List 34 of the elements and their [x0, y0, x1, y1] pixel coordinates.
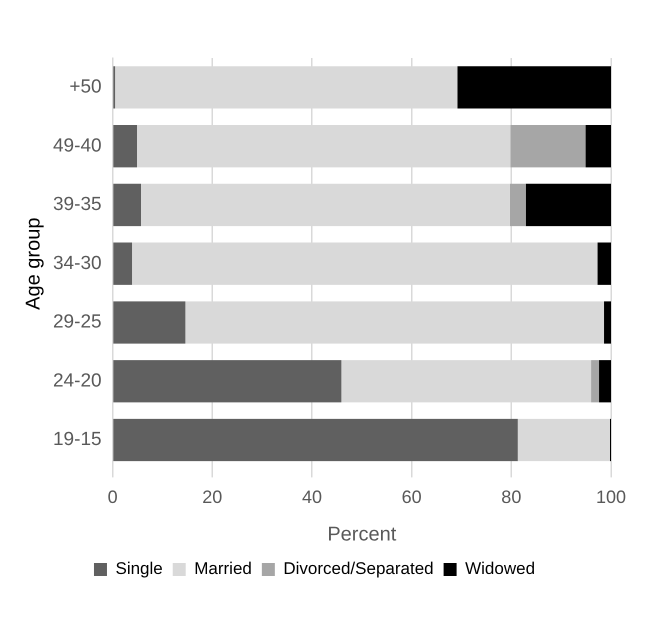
y-tick-label: 49-40: [52, 135, 102, 156]
x-tick-label: 80: [501, 487, 522, 508]
legend-label: Divorced/Separated: [283, 559, 434, 578]
x-tick-label: 40: [302, 487, 322, 508]
y-tick-label: 24-20: [52, 370, 102, 392]
legend-label: Married: [194, 559, 252, 578]
y-tick-label: 29-25: [52, 312, 102, 333]
y-tick-label: 19-15: [52, 429, 102, 450]
bar: [586, 125, 611, 168]
bar: [599, 360, 611, 402]
bar: [591, 360, 600, 402]
x-tick-label: 60: [402, 487, 422, 508]
x-tick-label: 0: [108, 487, 118, 508]
y-tick-label: 34-30: [52, 252, 102, 274]
bar: [526, 184, 611, 226]
bar: [113, 242, 132, 285]
bar: [457, 66, 611, 109]
bar: [598, 242, 611, 285]
bar: [510, 184, 526, 226]
y-tick-label: 39-35: [52, 194, 102, 216]
x-tick-label: 20: [202, 487, 222, 508]
bar: [113, 125, 138, 168]
y-axis-title: Age group: [22, 218, 45, 310]
x-tick-label: 100: [596, 487, 626, 508]
legend-label: Single: [115, 559, 163, 578]
bar: [604, 301, 611, 344]
legend-label: Widowed: [465, 559, 536, 578]
bar: [113, 418, 518, 462]
bar: [113, 301, 186, 344]
x-axis-title: Percent: [327, 524, 397, 546]
bar: [113, 360, 342, 402]
bar: [113, 184, 142, 226]
bar: [510, 125, 586, 168]
y-tick-label: +50: [69, 76, 102, 98]
